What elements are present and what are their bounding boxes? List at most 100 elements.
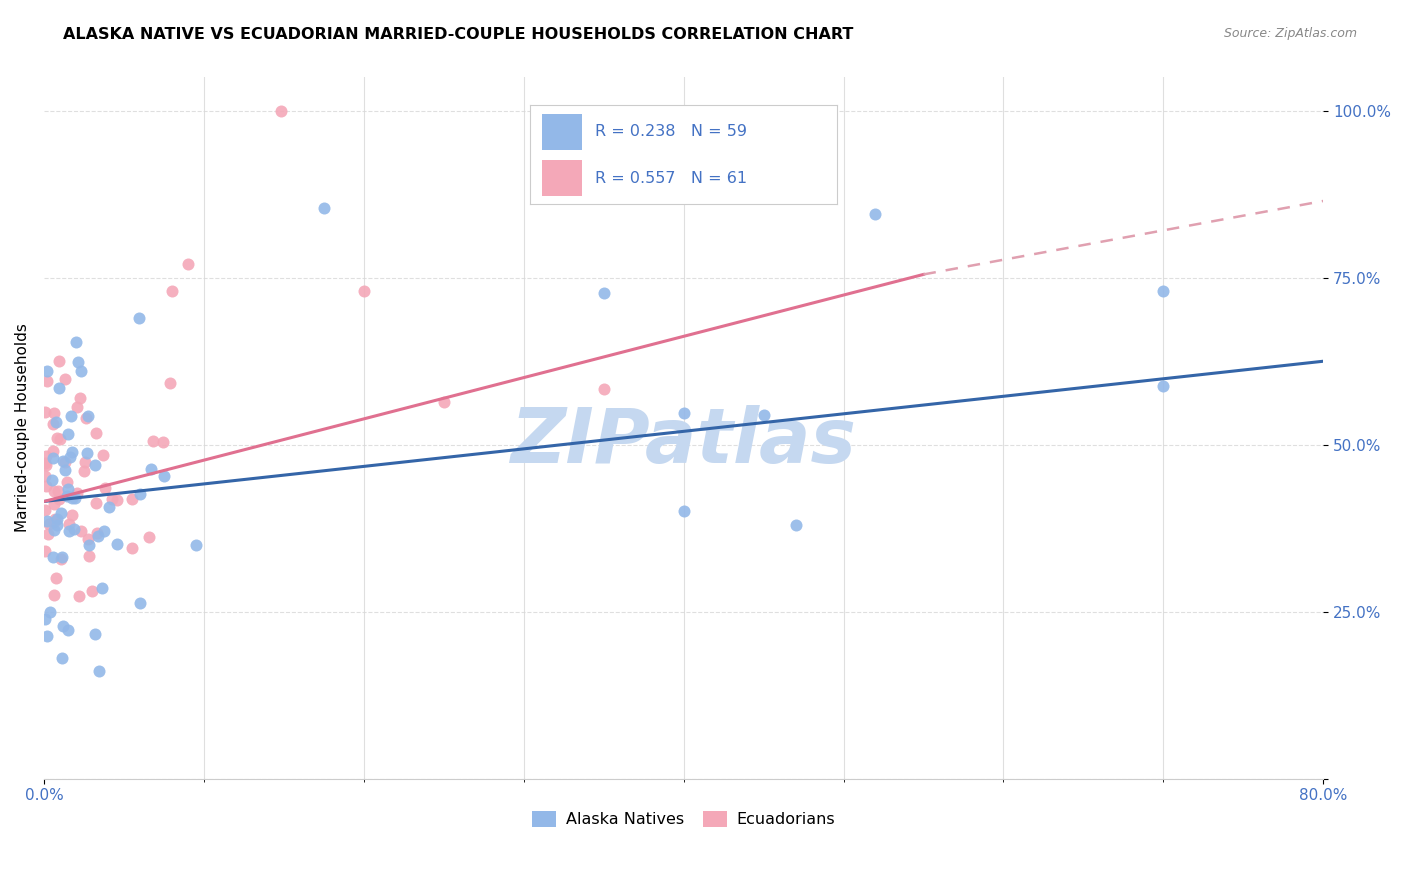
Point — [67, 590, 90, 604]
Point — [128, 311, 150, 326]
Point — [53, 463, 76, 477]
Point — [672, 406, 695, 420]
Point — [129, 595, 152, 609]
Point — [65, 486, 87, 500]
Point — [34, 503, 56, 517]
Point — [62, 522, 84, 536]
Point — [65, 335, 87, 350]
Point — [44, 523, 66, 537]
Point — [58, 623, 80, 637]
Point — [86, 426, 108, 441]
Point — [42, 588, 65, 602]
Point — [69, 364, 91, 378]
Point — [52, 453, 75, 467]
Point — [76, 446, 98, 460]
Point — [48, 354, 70, 368]
Point — [35, 364, 58, 378]
Point — [42, 450, 65, 465]
Point — [35, 479, 58, 493]
Point — [138, 530, 160, 544]
Point — [77, 549, 100, 563]
Point — [1152, 379, 1174, 393]
Point — [86, 526, 108, 541]
Point — [89, 664, 111, 678]
Point — [49, 432, 72, 446]
Point — [34, 456, 56, 470]
Point — [44, 497, 66, 511]
Point — [48, 492, 70, 507]
Point — [105, 537, 128, 551]
Point — [34, 468, 56, 483]
Point — [45, 415, 67, 429]
Point — [70, 524, 93, 538]
Point — [592, 286, 614, 301]
Point — [53, 455, 76, 469]
Point — [44, 483, 66, 498]
Point — [121, 541, 143, 555]
Point — [139, 461, 162, 475]
Point — [93, 524, 115, 538]
Y-axis label: Married-couple Households: Married-couple Households — [15, 324, 30, 533]
Point — [59, 409, 82, 424]
Point — [51, 550, 73, 565]
Point — [46, 484, 69, 499]
Point — [84, 458, 107, 472]
Point — [128, 487, 150, 501]
Point — [76, 532, 98, 546]
Point — [79, 537, 101, 551]
Point — [77, 409, 100, 423]
Point — [433, 395, 456, 409]
Point — [270, 103, 292, 118]
Point — [66, 401, 89, 415]
Point — [69, 392, 91, 406]
Point — [66, 355, 89, 369]
Point — [84, 496, 107, 510]
Point — [91, 448, 114, 462]
Point — [35, 458, 58, 473]
Point — [38, 605, 60, 619]
Point — [45, 571, 67, 585]
Point — [87, 529, 110, 543]
Point — [1152, 284, 1174, 298]
Point — [42, 406, 65, 420]
Point — [55, 371, 77, 385]
Point — [59, 450, 82, 465]
Point — [60, 491, 83, 506]
Point — [177, 257, 200, 271]
Point — [73, 464, 96, 478]
Point — [42, 444, 65, 458]
Point — [35, 374, 58, 388]
Point — [56, 483, 79, 497]
Point — [42, 550, 65, 565]
Point — [159, 376, 181, 391]
Point — [101, 492, 124, 507]
Point — [35, 629, 58, 643]
Point — [98, 500, 121, 515]
Point — [785, 517, 807, 532]
Point — [353, 284, 375, 298]
Point — [34, 544, 56, 558]
Point — [51, 619, 73, 633]
Point — [42, 516, 65, 530]
Point — [51, 507, 73, 521]
Point — [41, 473, 63, 487]
Point — [60, 508, 83, 523]
Point — [60, 445, 83, 459]
Point — [45, 518, 67, 533]
Point — [152, 469, 174, 483]
Point — [75, 411, 97, 425]
Point — [41, 417, 63, 431]
Legend: Alaska Natives, Ecuadorians: Alaska Natives, Ecuadorians — [526, 805, 841, 834]
Point — [672, 504, 695, 518]
Text: Source: ZipAtlas.com: Source: ZipAtlas.com — [1223, 27, 1357, 40]
Point — [38, 517, 60, 532]
Point — [73, 455, 96, 469]
Point — [46, 511, 69, 525]
Point — [35, 514, 58, 528]
Point — [56, 475, 79, 489]
Point — [592, 383, 614, 397]
Point — [94, 482, 117, 496]
Point — [49, 552, 72, 566]
Point — [160, 284, 183, 298]
Point — [37, 527, 59, 541]
